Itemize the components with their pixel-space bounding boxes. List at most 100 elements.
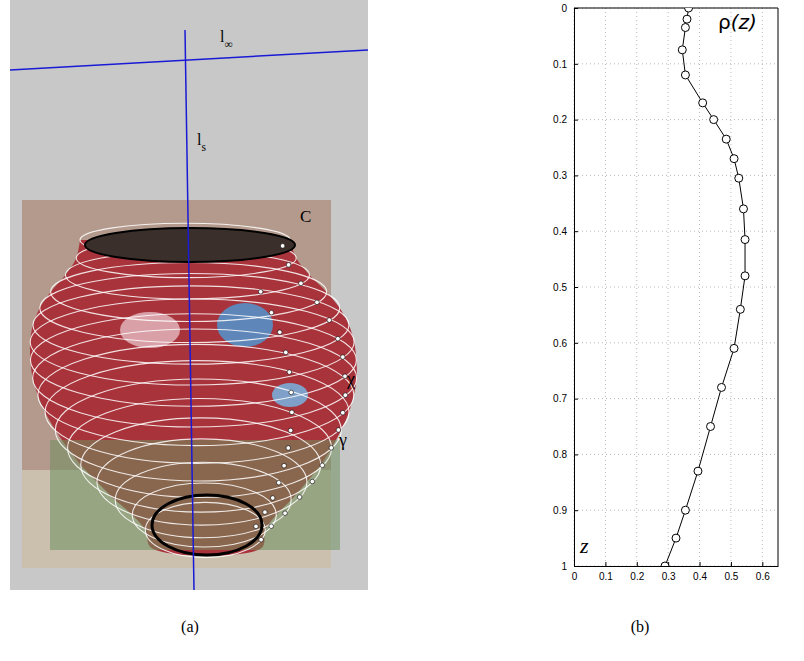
grid-line (574, 510, 778, 511)
tick-label: 0 (561, 3, 567, 14)
tick: 0.4 (693, 562, 707, 582)
data (661, 8, 749, 566)
tick-label: 0.5 (553, 282, 567, 293)
contour-point (282, 463, 287, 468)
frame (778, 8, 779, 566)
tick-label: 0.1 (553, 59, 567, 70)
grid (574, 8, 778, 566)
contour-point (254, 524, 259, 529)
tick: 0.8 (553, 449, 578, 460)
point (694, 467, 702, 475)
tick-label: 1 (561, 561, 567, 572)
grid-line (668, 8, 669, 566)
tick-label: 0.3 (553, 170, 567, 181)
tick-label: 0.4 (553, 226, 567, 237)
grid-line (574, 175, 778, 176)
contour-point (280, 244, 285, 249)
tick: 0.3 (662, 562, 676, 582)
tick: 0.6 (756, 562, 770, 582)
label: γ (338, 430, 347, 450)
tick-mark (605, 562, 606, 566)
grid-line (574, 8, 778, 9)
point (730, 155, 738, 163)
contour-point (320, 463, 325, 468)
tick: 0.3 (553, 170, 578, 181)
point (672, 534, 680, 542)
line (665, 8, 745, 566)
contour-point (297, 495, 302, 500)
grid-line (574, 398, 778, 399)
tick-mark (574, 287, 578, 288)
cross-section (145, 502, 265, 557)
point (683, 15, 691, 23)
tick-label: 0.8 (553, 449, 567, 460)
point (710, 116, 718, 124)
tick-mark (637, 562, 638, 566)
contour-point (288, 428, 293, 433)
contour-point (276, 480, 281, 485)
tick-mark (574, 343, 578, 344)
tick: 0.1 (599, 562, 613, 582)
point (685, 8, 693, 12)
tick-label: 0 (572, 571, 578, 582)
label-text: C (300, 207, 311, 226)
tick-label: 0.4 (693, 571, 707, 582)
tick: 0.6 (553, 338, 578, 349)
caption: (b) (631, 618, 650, 636)
cross-section (30, 314, 356, 407)
contour-point (310, 479, 315, 484)
tick-mark (762, 562, 763, 566)
y-axis: 00.10.20.30.40.50.60.70.80.91 (553, 3, 578, 572)
rim-c (85, 228, 295, 262)
contour-point (286, 446, 291, 451)
grid-line (574, 119, 778, 120)
contour-point (329, 446, 334, 451)
grid-line (699, 8, 700, 566)
cross-section (45, 361, 349, 464)
tick: 0.4 (553, 226, 578, 237)
contour-point (263, 510, 268, 515)
contour-point (258, 289, 263, 294)
title: ρ(z) (718, 10, 757, 34)
axis-line (575, 566, 779, 567)
tick-label: 0.3 (662, 571, 676, 582)
line-infinity (10, 50, 368, 70)
grid-line (574, 287, 778, 288)
contour-point (299, 281, 304, 286)
grid-line (574, 342, 778, 343)
tick: 0.9 (553, 505, 578, 516)
cross-section (81, 418, 321, 512)
cross-section (33, 329, 357, 427)
point (678, 46, 686, 54)
contour-point (283, 511, 288, 516)
x-axis: 0 0.1 0.2 0.3 0.4 0.5 0.6 (572, 562, 779, 582)
contour-point (343, 393, 348, 398)
point (681, 71, 689, 79)
tick-mark (574, 231, 578, 232)
tick-mark (574, 120, 578, 121)
cross-section (38, 344, 354, 445)
point (736, 305, 744, 313)
point (739, 205, 747, 213)
contour-point (289, 390, 294, 395)
tick: 0.5 (724, 562, 738, 582)
tick-mark (574, 399, 578, 400)
grid-line (574, 231, 778, 232)
label: χ (346, 369, 355, 389)
point (741, 272, 749, 280)
tick: 0.1 (553, 59, 578, 70)
tick-label: 0.5 (724, 571, 738, 582)
contour-point (259, 537, 264, 542)
contour-point (341, 355, 346, 360)
contour-point (286, 263, 291, 268)
tick-label: 0.6 (553, 338, 567, 349)
tick-label: 0.6 (756, 571, 770, 582)
contour-point (340, 410, 345, 415)
grid-line (605, 8, 606, 566)
axis-title: z (579, 533, 589, 558)
label-text: γ (338, 430, 347, 450)
label: C (300, 207, 311, 226)
grid-line (574, 63, 778, 64)
tick-label: 0.2 (630, 571, 644, 582)
label-subscript: s (201, 141, 206, 153)
